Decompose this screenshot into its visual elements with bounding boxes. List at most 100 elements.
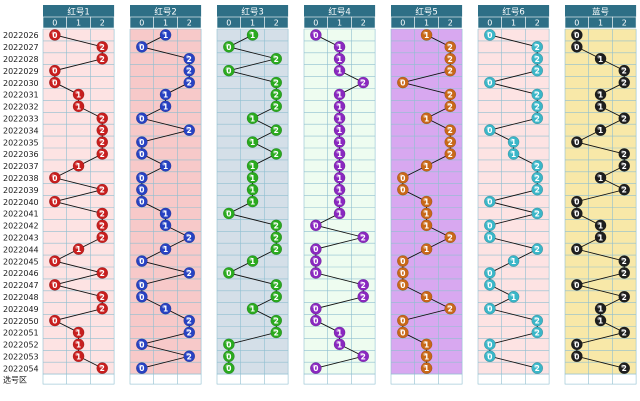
period-label: 2022041 <box>3 210 39 219</box>
data-point-label: 0 <box>52 257 57 266</box>
period-label: 2022028 <box>3 55 39 64</box>
data-point-highlight <box>99 305 103 309</box>
data-point-highlight <box>75 340 79 345</box>
data-point-highlight <box>249 138 253 142</box>
series-title: 红号4 <box>328 7 350 18</box>
data-point-highlight <box>51 281 55 285</box>
data-point-highlight <box>162 102 166 107</box>
data-point-label: 2 <box>274 281 279 290</box>
data-point <box>420 350 433 363</box>
data-point-highlight <box>597 233 601 237</box>
data-point-highlight <box>360 352 364 356</box>
data-point-highlight <box>273 90 277 95</box>
period-label: 2022052 <box>3 341 39 350</box>
data-point <box>310 314 322 327</box>
period-label: 2022034 <box>3 126 39 135</box>
data-point-label: 1 <box>163 305 168 314</box>
data-point-label: 1 <box>424 340 429 349</box>
data-point-highlight <box>621 257 625 261</box>
data-point <box>49 171 61 184</box>
data-point-label: 2 <box>361 293 366 302</box>
data-point-highlight <box>423 293 427 297</box>
footer-cell <box>42 373 115 385</box>
data-point-highlight <box>573 352 577 356</box>
column-header-label: 2 <box>448 19 453 28</box>
data-point <box>96 207 109 220</box>
data-point-label: 1 <box>598 55 603 64</box>
data-point <box>484 195 496 208</box>
data-point-label: 2 <box>535 102 540 111</box>
data-point-highlight <box>621 67 625 71</box>
data-point-label: 2 <box>622 186 627 195</box>
period-label: 2022038 <box>3 174 39 183</box>
data-point-label: 1 <box>511 257 516 266</box>
period-label: 2022035 <box>3 138 39 147</box>
data-point <box>136 136 148 148</box>
data-point-label: 0 <box>487 31 492 40</box>
data-point <box>183 124 196 136</box>
data-point <box>246 183 259 196</box>
data-point <box>159 88 172 101</box>
data-point-label: 0 <box>52 79 57 88</box>
data-point-label: 1 <box>337 162 342 171</box>
data-point-label: 1 <box>337 138 342 147</box>
data-point-highlight <box>360 233 364 237</box>
data-point-highlight <box>534 55 538 59</box>
data-point-highlight <box>486 126 490 130</box>
data-point-label: 2 <box>535 90 540 99</box>
data-point-label: 0 <box>139 186 144 195</box>
data-point-label: 2 <box>100 209 105 218</box>
data-point <box>444 124 457 136</box>
data-point-label: 1 <box>424 245 429 254</box>
period-label: 2022047 <box>3 281 39 290</box>
data-point-highlight <box>138 257 142 261</box>
data-point-highlight <box>336 102 340 107</box>
data-point <box>507 136 520 148</box>
data-point <box>618 64 631 77</box>
data-point-highlight <box>360 281 364 285</box>
data-point-highlight <box>573 340 577 345</box>
data-point-highlight <box>273 317 277 321</box>
data-point-label: 1 <box>598 233 603 242</box>
data-point <box>49 195 61 208</box>
data-point-highlight <box>186 126 190 130</box>
data-point <box>397 255 409 267</box>
data-point-label: 0 <box>52 174 57 183</box>
data-point <box>136 338 148 351</box>
column-header-label: 0 <box>400 19 405 28</box>
data-point-highlight <box>573 198 577 202</box>
column-header-cell <box>90 16 115 29</box>
data-point-label: 0 <box>400 281 405 290</box>
data-point-highlight <box>273 245 277 249</box>
series-title: 红号1 <box>67 7 89 18</box>
period-label: 2022050 <box>3 317 39 326</box>
data-point-highlight <box>51 67 55 71</box>
data-point-highlight <box>273 102 277 107</box>
data-point <box>484 279 496 291</box>
data-point <box>357 290 370 303</box>
data-point <box>531 362 544 374</box>
data-point <box>420 160 433 172</box>
data-point-highlight <box>447 126 451 130</box>
data-point-label: 2 <box>535 186 540 195</box>
data-point-highlight <box>273 281 277 285</box>
data-point-label: 0 <box>139 43 144 52</box>
data-point-highlight <box>399 186 403 190</box>
data-point-label: 2 <box>100 126 105 135</box>
data-point-label: 1 <box>598 174 603 183</box>
data-point <box>420 362 433 374</box>
series-group: 红号5 0 1 2 1 2 2 2 0 2 2 1 2 2 2 1 0 0 1 1 1 2 1 0 0 0 1 2 0 0 1 1 1 <box>390 5 463 385</box>
data-point-label: 0 <box>139 257 144 266</box>
data-point-highlight <box>486 79 490 83</box>
data-point <box>571 350 583 363</box>
data-point-highlight <box>75 352 79 356</box>
data-point <box>136 195 148 208</box>
data-point-highlight <box>621 328 625 333</box>
data-point <box>420 207 433 220</box>
data-point <box>246 160 259 172</box>
period-label: 2022027 <box>3 43 39 52</box>
data-point <box>484 350 496 363</box>
data-point-highlight <box>360 293 364 297</box>
data-point-label: 0 <box>400 174 405 183</box>
series-title-bar <box>391 5 463 17</box>
